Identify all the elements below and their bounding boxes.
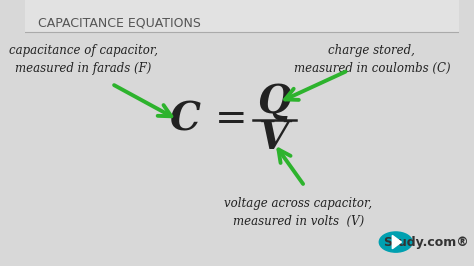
Text: Study.com®: Study.com® bbox=[383, 236, 469, 248]
Text: charge stored,
measured in coulombs (C): charge stored, measured in coulombs (C) bbox=[293, 44, 450, 75]
FancyBboxPatch shape bbox=[25, 0, 459, 32]
Text: capacitance of capacitor,
measured in farads (F): capacitance of capacitor, measured in fa… bbox=[9, 44, 158, 75]
Text: V: V bbox=[259, 119, 290, 157]
Text: C: C bbox=[170, 101, 201, 139]
Text: =: = bbox=[215, 101, 247, 138]
Circle shape bbox=[379, 232, 412, 252]
Text: Q: Q bbox=[257, 84, 291, 121]
Text: CAPACITANCE EQUATIONS: CAPACITANCE EQUATIONS bbox=[38, 16, 201, 29]
Polygon shape bbox=[392, 235, 401, 249]
Text: voltage across capacitor,
measured in volts  (V): voltage across capacitor, measured in vo… bbox=[224, 197, 372, 228]
